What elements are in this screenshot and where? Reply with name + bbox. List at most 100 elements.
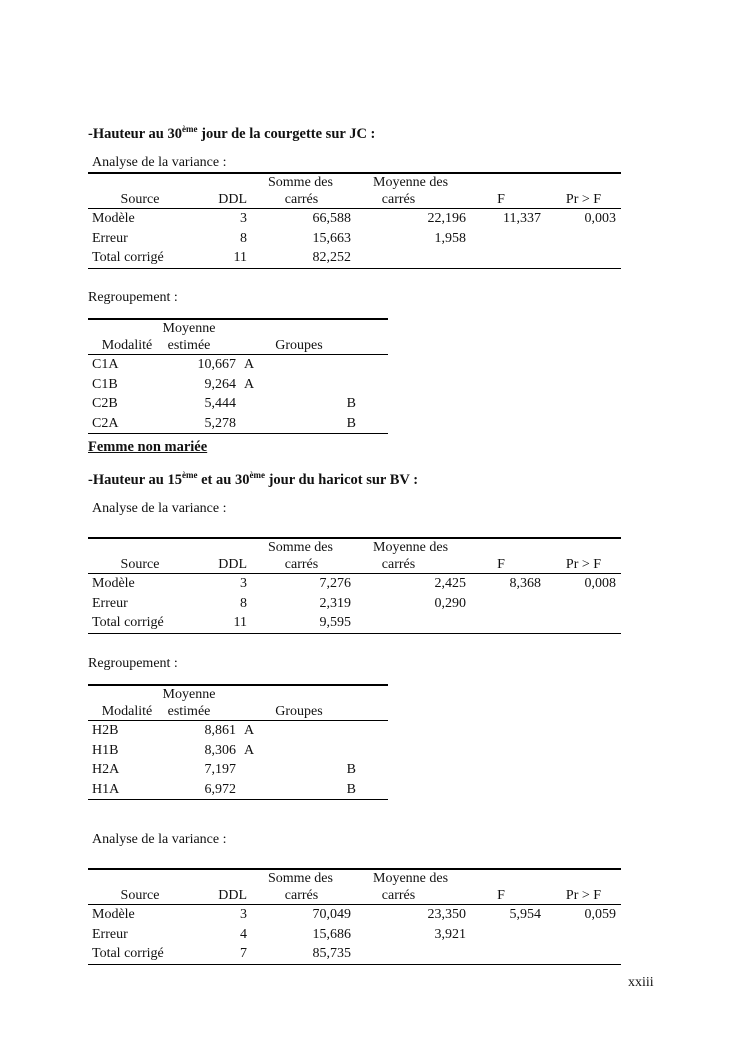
column-header-pr: Pr > F: [546, 556, 621, 574]
cell: 70,049: [312, 907, 352, 922]
group-letter: B: [346, 396, 356, 411]
grouping-label: Regroupement :: [88, 656, 178, 671]
column-header: Somme des: [252, 172, 356, 191]
group-letter: [278, 741, 388, 761]
column-header: [471, 537, 546, 556]
column-header-ddl: DDL: [192, 191, 252, 209]
cell: H2A: [92, 762, 120, 777]
cell: 8: [240, 230, 247, 246]
cell: 23,350: [427, 907, 467, 922]
anova-label: Analyse de la variance :: [92, 832, 227, 847]
header-row: Modalité estimée Groupes: [88, 337, 388, 355]
header-row: Modalité estimée Groupes: [88, 703, 388, 721]
grouping-label: Regroupement :: [88, 290, 178, 305]
cell: [546, 229, 621, 249]
group-letter: A: [244, 742, 255, 758]
cell: 11,337: [503, 211, 541, 226]
table-row: C1A 10,667 A: [88, 355, 388, 375]
cell: 8,861: [204, 723, 237, 738]
group-letter: A: [244, 723, 255, 738]
column-header: [88, 318, 160, 337]
column-header-groupes: Groupes: [238, 337, 388, 355]
header-row: Source DDL carrés carrés F Pr > F: [88, 556, 621, 574]
table-row: Total corrigé 11 9,595: [88, 613, 621, 634]
cell: 82,252: [252, 248, 356, 269]
cell: [471, 594, 546, 614]
anova-label: Analyse de la variance :: [92, 501, 227, 516]
column-header-ddl: DDL: [192, 887, 252, 905]
group-letter: [238, 760, 278, 780]
group-letter: B: [346, 762, 356, 777]
table-row: Erreur 8 2,319 0,290: [88, 594, 621, 614]
cell: Erreur: [92, 926, 128, 942]
column-header: [88, 172, 192, 191]
cell: Modèle: [92, 907, 135, 922]
section-1-title: -Hauteur au 30ème jour de la courgette s…: [88, 124, 376, 142]
grouping-table: Moyenne Modalité estimée Groupes H2B 8,861 A H1…: [88, 684, 388, 800]
cell: C1A: [92, 357, 119, 372]
cell: C2A: [88, 413, 160, 434]
anova-table: Somme des Moyenne des Source DDL carrés carré…: [88, 537, 621, 634]
group-letter: A: [244, 357, 255, 372]
cell: [546, 248, 621, 269]
cell: [471, 248, 546, 269]
column-header: [88, 868, 192, 887]
cell: 3: [240, 211, 247, 226]
cell: 1,958: [434, 230, 467, 246]
cell: 8,368: [509, 576, 542, 591]
cell: [471, 944, 546, 965]
column-header: [192, 172, 252, 191]
column-header: Moyenne des: [356, 537, 471, 556]
cell: 4: [240, 926, 247, 942]
cell: [546, 925, 621, 945]
cell: 7,276: [319, 576, 352, 591]
cell: C1B: [92, 376, 118, 392]
column-header: [88, 684, 160, 703]
column-header: Moyenne des: [356, 172, 471, 191]
column-header: [238, 318, 388, 337]
cell: 22,196: [427, 211, 467, 226]
column-header: Moyenne des: [356, 868, 471, 887]
cell: 8,306: [204, 742, 237, 758]
cell: C2B: [92, 396, 118, 411]
cell: [356, 613, 471, 634]
column-header-somme_2: carrés: [252, 887, 356, 905]
cell: 10,667: [197, 357, 237, 372]
column-header: [546, 537, 621, 556]
cell: Erreur: [92, 230, 128, 246]
column-header: Somme des: [252, 868, 356, 887]
column-header: [238, 684, 388, 703]
cell: 6,972: [160, 779, 238, 800]
column-header-source: Source: [88, 191, 192, 209]
section-2-title: -Hauteur au 15ème et au 30ème jour du ha…: [88, 470, 419, 488]
table-row: C2A 5,278 B: [88, 413, 388, 434]
table-row: Erreur 8 15,663 1,958: [88, 229, 621, 249]
column-header-moyenne_2: carrés: [356, 887, 471, 905]
cell: Total corrigé: [88, 248, 192, 269]
column-header-moyenne: Moyenne: [160, 318, 238, 337]
group-letter: [238, 413, 278, 434]
column-header-f: F: [471, 887, 546, 905]
cell: [546, 944, 621, 965]
cell: 3: [240, 576, 247, 591]
cell: H1A: [88, 779, 160, 800]
cell: 15,663: [312, 230, 352, 246]
cell: [471, 925, 546, 945]
group-letter: B: [278, 779, 388, 800]
column-header-modalite: Modalité: [88, 337, 160, 355]
cell: 11: [192, 248, 252, 269]
group-letter: [278, 355, 388, 375]
column-header-groupes: Groupes: [238, 703, 388, 721]
column-header: [546, 868, 621, 887]
column-header: [546, 172, 621, 191]
cell: [546, 594, 621, 614]
header-row: Moyenne: [88, 318, 388, 337]
page-number: xxiii: [628, 975, 654, 990]
cell: 5,278: [160, 413, 238, 434]
header-row: Source DDL carrés carrés F Pr > F: [88, 191, 621, 209]
column-header: [471, 172, 546, 191]
header-row: Somme des Moyenne des: [88, 172, 621, 191]
group-letter: [278, 375, 388, 395]
cell: 2,425: [434, 576, 467, 591]
column-header-moyenne: Moyenne: [160, 684, 238, 703]
